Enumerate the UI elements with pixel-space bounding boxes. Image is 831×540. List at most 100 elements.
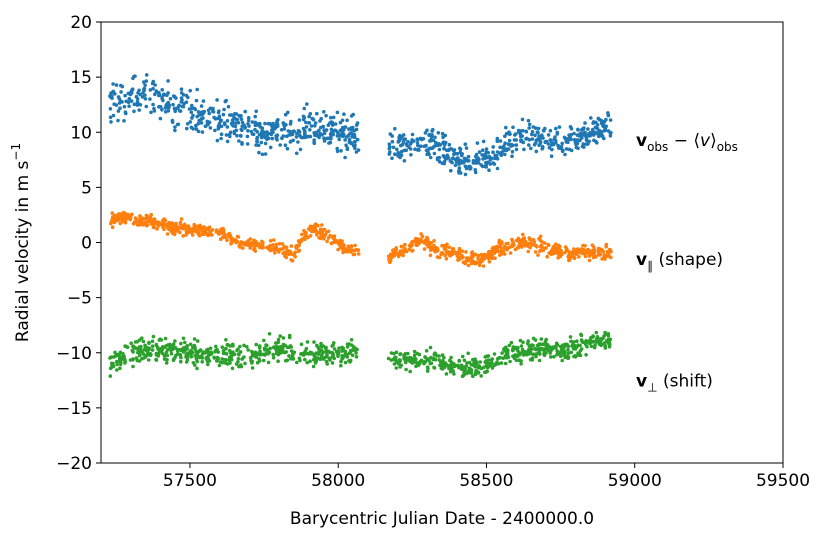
data-point [179, 359, 183, 364]
data-point [299, 342, 304, 347]
data-point [197, 355, 202, 360]
data-point [127, 104, 131, 108]
data-point [481, 264, 486, 268]
data-point [478, 360, 483, 364]
data-point [339, 149, 343, 153]
data-point [393, 152, 397, 156]
data-point [354, 150, 359, 154]
data-point [479, 374, 484, 378]
data-point [297, 118, 302, 122]
data-point [500, 150, 504, 154]
data-point [429, 241, 434, 245]
y-tick-label: 20 [70, 13, 92, 33]
data-point [137, 359, 142, 363]
data-point [524, 137, 528, 141]
data-point [335, 149, 340, 154]
data-point [205, 359, 210, 364]
data-point [495, 245, 500, 249]
data-point [150, 339, 155, 344]
data-point [472, 261, 477, 266]
data-point [111, 113, 116, 118]
data-point [166, 79, 170, 83]
data-point [520, 117, 525, 122]
data-point [261, 131, 266, 136]
data-point [224, 133, 229, 137]
data-point [250, 366, 255, 370]
data-point [542, 129, 546, 133]
data-point [483, 164, 487, 169]
data-point [440, 360, 445, 365]
data-point [131, 357, 135, 361]
data-point [329, 127, 334, 132]
data-point [519, 344, 524, 348]
data-point [534, 354, 538, 359]
y-tick-label: 5 [81, 178, 92, 198]
annotation-subscript-2: obs [717, 140, 738, 154]
data-point [312, 340, 316, 344]
data-point [391, 145, 396, 150]
data-point [118, 221, 122, 226]
data-point [350, 353, 355, 358]
data-point [251, 132, 256, 137]
data-point [150, 222, 155, 227]
data-point [271, 243, 275, 247]
data-point [215, 98, 219, 102]
data-point [451, 248, 456, 253]
data-point [168, 96, 173, 101]
data-point [429, 135, 434, 139]
data-point [567, 147, 572, 152]
data-point [442, 147, 446, 151]
data-point [452, 152, 456, 156]
data-point [243, 126, 247, 130]
data-point [425, 369, 430, 373]
data-point [219, 136, 223, 141]
data-point [311, 364, 316, 369]
data-point [250, 120, 255, 124]
data-point [225, 342, 230, 347]
data-point [539, 243, 544, 248]
data-point [331, 353, 336, 358]
data-point [242, 343, 246, 348]
data-point [178, 109, 183, 113]
data-point [281, 251, 285, 256]
data-point [269, 248, 274, 253]
data-point [320, 232, 325, 236]
data-point [261, 358, 266, 363]
data-point [159, 349, 163, 354]
data-point [599, 132, 604, 137]
data-point [162, 357, 167, 361]
data-point [255, 123, 260, 127]
data-point [409, 242, 413, 247]
data-point [457, 358, 462, 363]
data-point [221, 227, 226, 232]
data-point [596, 116, 601, 121]
data-point [526, 339, 530, 343]
data-point [143, 83, 147, 87]
data-point [158, 116, 163, 121]
data-point [291, 357, 296, 361]
data-point [279, 128, 284, 132]
data-point [524, 352, 529, 357]
data-point [280, 242, 285, 246]
data-point [321, 357, 326, 361]
data-point [420, 234, 425, 239]
data-point [461, 260, 466, 265]
data-point [390, 156, 394, 160]
data-point [323, 346, 328, 351]
data-point [566, 344, 571, 349]
data-point [517, 358, 521, 363]
data-point [342, 246, 347, 251]
data-point [456, 254, 460, 259]
data-point [549, 154, 554, 158]
data-point [445, 242, 449, 247]
data-point [139, 344, 143, 349]
data-point [504, 131, 509, 136]
data-point [427, 358, 431, 363]
data-point [113, 354, 118, 358]
data-point [330, 123, 335, 127]
data-point [494, 154, 499, 158]
data-point [130, 348, 135, 353]
data-point [429, 246, 433, 250]
data-point [245, 241, 249, 245]
data-point [545, 254, 549, 259]
